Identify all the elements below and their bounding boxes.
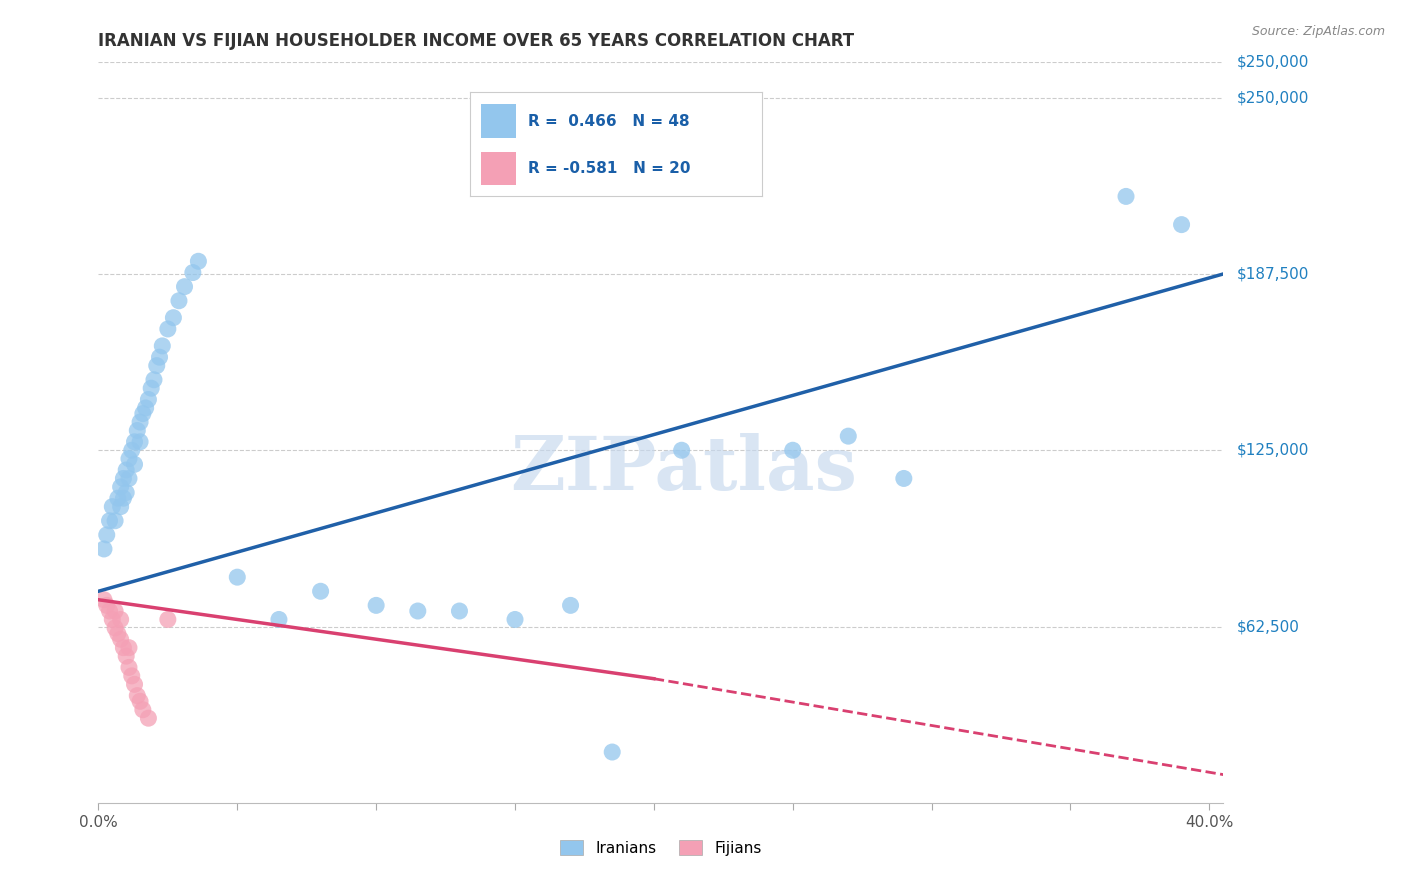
Text: $250,000: $250,000 — [1237, 55, 1309, 70]
Point — [141, 381, 163, 395]
Point — [110, 612, 132, 626]
Point — [110, 632, 132, 647]
Point — [782, 443, 804, 458]
Point — [112, 491, 135, 506]
Point — [143, 373, 166, 387]
Point — [127, 424, 149, 438]
Point — [104, 621, 127, 635]
Text: $62,500: $62,500 — [1237, 619, 1301, 634]
Point — [101, 500, 124, 514]
Point — [107, 491, 129, 506]
Point — [366, 599, 388, 613]
Point — [127, 689, 149, 703]
Point — [129, 415, 152, 429]
Point — [893, 471, 915, 485]
Point — [132, 407, 155, 421]
Point — [167, 293, 190, 308]
Point — [93, 541, 115, 556]
Point — [406, 604, 429, 618]
Point — [115, 485, 138, 500]
Point — [187, 254, 209, 268]
Point — [671, 443, 693, 458]
Point — [96, 599, 118, 613]
Point — [101, 612, 124, 626]
Point — [135, 401, 157, 415]
Point — [138, 392, 160, 407]
Point — [129, 434, 152, 449]
Point — [104, 604, 127, 618]
Point — [118, 451, 141, 466]
Point — [121, 669, 143, 683]
Point — [110, 500, 132, 514]
Point — [837, 429, 859, 443]
Point — [226, 570, 249, 584]
Point — [148, 350, 170, 364]
Point — [112, 471, 135, 485]
Point — [449, 604, 471, 618]
Point — [96, 528, 118, 542]
Point — [162, 310, 184, 325]
Text: $187,500: $187,500 — [1237, 267, 1309, 282]
Point — [121, 443, 143, 458]
Point — [110, 480, 132, 494]
Point — [173, 279, 195, 293]
Point — [156, 612, 179, 626]
Point — [112, 640, 135, 655]
Point — [503, 612, 526, 626]
Point — [93, 592, 115, 607]
Point — [124, 677, 146, 691]
Text: $125,000: $125,000 — [1237, 442, 1309, 458]
Point — [118, 471, 141, 485]
Point — [104, 514, 127, 528]
Point — [107, 626, 129, 640]
Text: $250,000: $250,000 — [1237, 90, 1309, 105]
Point — [181, 266, 204, 280]
Point — [129, 694, 152, 708]
Point — [309, 584, 332, 599]
Legend: Iranians, Fijians: Iranians, Fijians — [554, 834, 768, 862]
Point — [1170, 218, 1192, 232]
Point — [560, 599, 582, 613]
Point — [124, 458, 146, 472]
Point — [600, 745, 623, 759]
Point — [132, 703, 155, 717]
Point — [115, 463, 138, 477]
Text: Source: ZipAtlas.com: Source: ZipAtlas.com — [1251, 25, 1385, 38]
Point — [150, 339, 173, 353]
Point — [1115, 189, 1137, 203]
Text: IRANIAN VS FIJIAN HOUSEHOLDER INCOME OVER 65 YEARS CORRELATION CHART: IRANIAN VS FIJIAN HOUSEHOLDER INCOME OVE… — [98, 32, 855, 50]
Point — [138, 711, 160, 725]
Point — [156, 322, 179, 336]
Point — [145, 359, 167, 373]
Text: ZIPatlas: ZIPatlas — [510, 434, 856, 506]
Point — [124, 434, 146, 449]
Point — [118, 640, 141, 655]
Point — [267, 612, 290, 626]
Point — [98, 514, 121, 528]
Point — [118, 660, 141, 674]
Point — [98, 604, 121, 618]
Point — [115, 649, 138, 664]
